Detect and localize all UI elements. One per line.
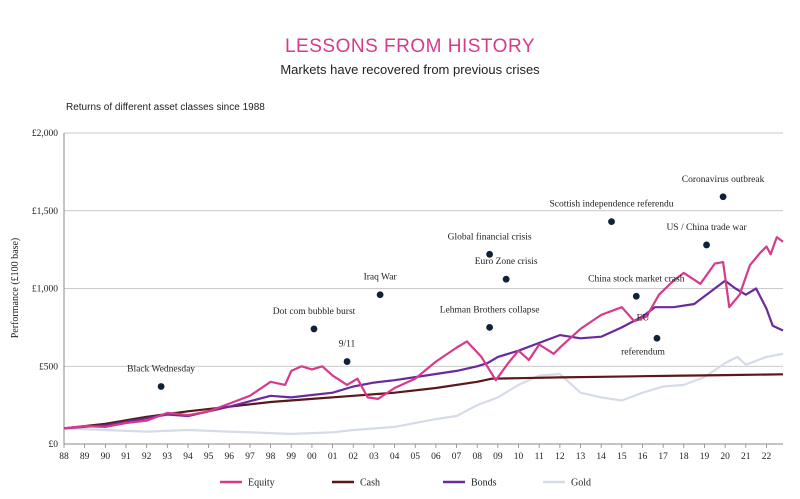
x-tick-label: 13 [576, 452, 586, 462]
annotation-label: US / China trade war [666, 223, 747, 233]
x-tick-label: 19 [700, 452, 710, 462]
x-tick-label: 03 [369, 452, 379, 462]
series-line-cash [63, 373, 784, 430]
annotation-marker [486, 323, 494, 331]
x-tick-label: 22 [762, 452, 772, 462]
annotation-label: Iraq War [364, 273, 398, 283]
x-tick-label: 16 [638, 452, 648, 462]
x-tick-label: 97 [245, 452, 255, 462]
annotation-label: Euro Zone crisis [475, 257, 538, 267]
chart-note: Returns of different asset classes since… [66, 102, 265, 113]
y-tick-label: £1,000 [32, 285, 58, 295]
annotation-label: EU [637, 313, 650, 323]
legend-label: Equity [248, 478, 275, 489]
y-tick-label: £0 [49, 440, 59, 450]
x-tick-label: 02 [349, 452, 359, 462]
x-tick-label: 07 [452, 452, 462, 462]
x-tick-label: 91 [121, 452, 131, 462]
x-tick-label: 01 [328, 452, 338, 462]
axes: £0 £500 £1,000 £1,500 £2,000 88 89 90 91 92 93 94 95… [32, 129, 783, 462]
x-tick-label: 00 [307, 452, 317, 462]
annotation-marker [632, 292, 640, 300]
annotation-label: China stock market crash [588, 274, 685, 284]
series-line-equity [63, 236, 784, 430]
series-line-bonds [63, 279, 784, 430]
x-tick-label: 11 [535, 452, 544, 462]
annotation-marker [310, 325, 318, 333]
annotation-marker [502, 275, 510, 283]
x-tick-label: 21 [741, 452, 751, 462]
legend-label: Bonds [471, 478, 497, 489]
chart-subtitle: Markets have recovered from previous cri… [280, 62, 540, 77]
annotation-marker [703, 241, 710, 249]
annotation-marker [608, 218, 615, 226]
x-tick-label: 14 [596, 452, 606, 462]
x-tick-label: 05 [410, 452, 420, 462]
annotation-label: Dot com bubble burst [273, 307, 356, 317]
x-tick-label: 88 [59, 452, 69, 462]
annotation-label: referendum [621, 346, 665, 357]
x-tick-label: 99 [287, 452, 297, 462]
annotation-marker [376, 291, 384, 299]
x-tick-label: 06 [431, 452, 441, 462]
annotations: Black Wednesday 9/11 Dot com bubble burst I… [127, 175, 765, 390]
legend-label: Gold [571, 478, 591, 489]
x-tick-label: 92 [142, 452, 152, 462]
annotation-label: Black Wednesday [127, 364, 195, 374]
legend: Equity Cash Bonds Gold [220, 478, 591, 489]
x-tick-label: 17 [658, 452, 668, 462]
x-tick-label: 18 [679, 452, 689, 462]
annotation-marker [653, 334, 661, 342]
x-tick-label: 93 [163, 452, 173, 462]
x-tick-label: 89 [80, 452, 90, 462]
annotation-label: 9/11 [339, 340, 356, 350]
gridlines [64, 132, 783, 367]
y-axis-label: Performance (£100 base) [10, 238, 21, 339]
x-tick-label: 08 [472, 452, 482, 462]
annotation-label: Scottish independence referendu [550, 199, 674, 210]
annotation-marker [486, 250, 494, 258]
x-tick-label: 10 [514, 452, 524, 462]
x-tick-label: 98 [266, 452, 276, 462]
annotation-marker [719, 193, 727, 201]
x-tick-label: 09 [493, 452, 503, 462]
x-tick-label: 95 [204, 452, 214, 462]
x-tick-label: 90 [101, 452, 111, 462]
x-tick-label: 20 [720, 452, 730, 462]
x-tick-label: 12 [555, 452, 565, 462]
legend-label: Cash [360, 478, 380, 489]
x-tick-label: 15 [617, 452, 627, 462]
x-tick-label: 96 [225, 452, 235, 462]
annotation-label: Global financial crisis [448, 231, 532, 242]
annotation-label: Coronavirus outbreak [682, 175, 765, 185]
chart-title: LESSONS FROM HISTORY [285, 36, 535, 57]
y-tick-label: £2,000 [32, 129, 58, 139]
y-tick-label: £500 [39, 362, 58, 372]
series-lines [63, 236, 784, 435]
x-tick-label: 94 [183, 452, 193, 462]
annotation-marker [157, 383, 165, 390]
y-tick-label: £1,500 [32, 207, 58, 217]
x-tick-label: 04 [390, 452, 400, 462]
annotation-label: Lehman Brothers collapse [440, 305, 540, 315]
annotation-marker [343, 358, 351, 365]
